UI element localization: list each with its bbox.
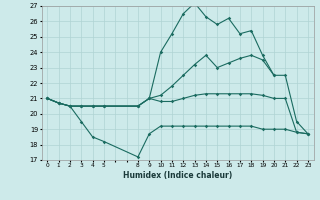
X-axis label: Humidex (Indice chaleur): Humidex (Indice chaleur)	[123, 171, 232, 180]
